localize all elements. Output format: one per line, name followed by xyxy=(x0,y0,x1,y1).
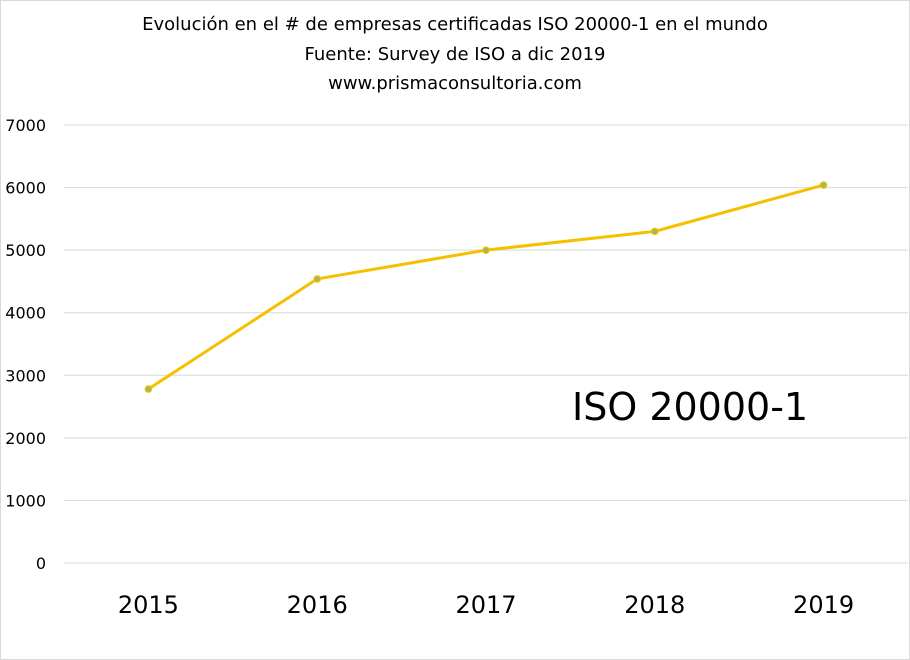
chart-title: Evolución en el # de empresas certificad… xyxy=(142,14,768,35)
data-point-2019 xyxy=(819,181,828,189)
series-line xyxy=(147,183,824,391)
y-tick-label: 1000 xyxy=(5,491,46,510)
y-tick-label: 0 xyxy=(36,554,46,573)
data-point-2015 xyxy=(144,385,153,393)
gridlines xyxy=(64,124,908,564)
y-tick-label: 4000 xyxy=(5,304,46,323)
y-axis-ticks: 0 1000 2000 3000 4000 5000 6000 7000 xyxy=(5,116,46,573)
data-point-2017 xyxy=(482,246,490,254)
chart-annotation: ISO 20000-1 xyxy=(572,385,808,429)
data-point-2016 xyxy=(313,275,322,283)
y-tick-label: 3000 xyxy=(5,366,46,385)
y-tick-label: 7000 xyxy=(5,116,46,135)
x-tick-label: 2016 xyxy=(287,591,348,619)
data-point-2018 xyxy=(650,227,659,236)
x-tick-label: 2015 xyxy=(118,591,179,619)
chart-subtitle: Fuente: Survey de ISO a dic 2019 xyxy=(304,44,606,65)
chart-source-url: www.prismaconsultoria.com xyxy=(328,73,582,94)
x-tick-label: 2019 xyxy=(793,591,854,619)
y-tick-label: 5000 xyxy=(5,241,46,260)
y-tick-label: 2000 xyxy=(5,429,46,448)
x-tick-label: 2018 xyxy=(624,591,685,619)
y-tick-label: 6000 xyxy=(5,179,46,198)
series-group xyxy=(144,181,828,393)
x-axis-ticks: 2015 2016 2017 2018 2019 xyxy=(118,591,854,619)
x-tick-label: 2017 xyxy=(455,591,516,619)
